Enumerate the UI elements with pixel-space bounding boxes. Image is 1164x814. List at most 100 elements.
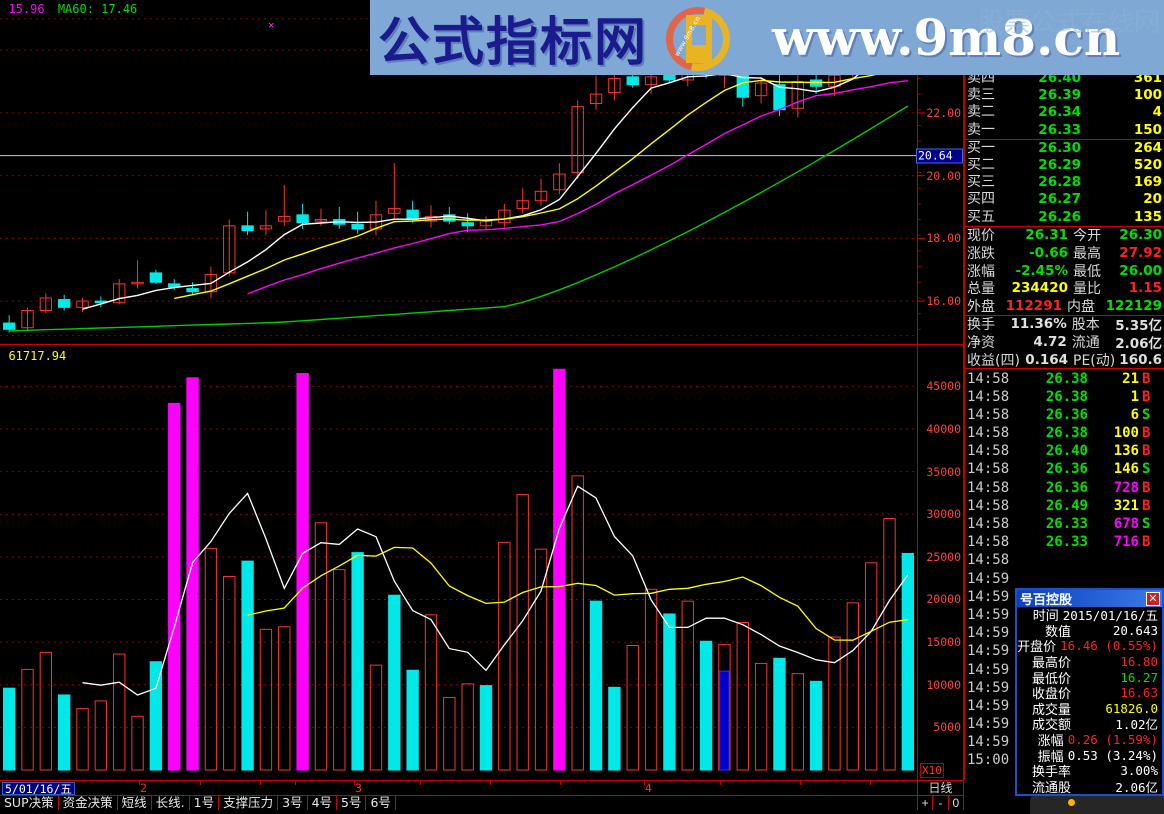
tick-row[interactable]: 14:58 26.38 100 B — [964, 424, 1164, 442]
tick-row[interactable]: 14:59 — [964, 660, 1164, 678]
tick-time: 14:59 — [967, 661, 1010, 678]
tick-row[interactable]: 14:58 26.36 6 S — [964, 406, 1164, 424]
tick-row[interactable]: 14:59 — [964, 642, 1164, 660]
volume-bar — [516, 494, 529, 771]
volume-bar — [76, 708, 89, 771]
tick-row[interactable]: 15:00 — [964, 751, 1164, 769]
tick-row[interactable]: 14:58 26.40 136 B — [964, 442, 1164, 460]
tick-row[interactable]: 14:59 — [964, 624, 1164, 642]
popup-row-value: 0.53 (3.24%) — [1067, 747, 1158, 763]
stat-label-2: 流通 — [1071, 335, 1100, 352]
volume-bar — [168, 402, 181, 771]
candlestick — [553, 163, 566, 195]
ma-line — [174, 67, 908, 300]
stat-value: 26.31 — [1025, 227, 1068, 244]
tick-row[interactable]: 14:59 — [964, 733, 1164, 751]
zoom-button-3[interactable]: 0 — [952, 796, 960, 810]
toolbar-button-4[interactable]: 长线. — [152, 796, 190, 810]
tick-row[interactable]: 14:58 26.33 678 S — [964, 515, 1164, 533]
toolbar-button-10[interactable]: 6号 — [366, 796, 396, 810]
candlestick — [131, 260, 144, 289]
volume-bar — [736, 621, 749, 771]
stat-value-2: 5.35亿 — [1115, 318, 1162, 335]
buy-order-book[interactable]: 买一 26.30 264 买二 26.29 520 买三 26.28 169 买四 26.27 20 买… — [964, 140, 1164, 226]
toolbar-button-7[interactable]: 3号 — [278, 796, 308, 810]
popup-row-label: 最低价 — [1031, 671, 1071, 687]
tick-row[interactable]: 14:59 — [964, 715, 1164, 733]
tick-row[interactable]: 14:59 — [964, 606, 1164, 624]
stat-value: -0.66 — [1029, 245, 1068, 262]
popup-title-bar[interactable]: 号百控股 ✕ — [1017, 590, 1162, 608]
volume-svg — [0, 368, 917, 771]
volume-axis-label: 35000 — [926, 464, 961, 479]
tick-row[interactable]: 14:58 26.33 716 B — [964, 533, 1164, 551]
orderbook-price: 26.33 — [1038, 121, 1081, 138]
orderbook-row[interactable]: 买二 26.29 520 — [964, 157, 1164, 174]
stat-label: 涨幅 — [967, 263, 995, 280]
quote-panel: 卖四 26.40 361 卖三 26.39 100 卖二 26.34 4 卖一 26.33 150 买… — [964, 0, 1164, 780]
tick-side-flag: B — [1142, 425, 1151, 442]
tick-row[interactable]: 14:58 — [964, 551, 1164, 569]
bottom-toolbar[interactable]: SUP决策 资金决策 短线 长线. 1号 支撑压力 3号 4号 5号 6号 — [0, 795, 917, 810]
popup-row: 最高价 16.80 — [1017, 654, 1162, 671]
tick-row[interactable]: 14:58 26.49 321 B — [964, 497, 1164, 515]
data-tooltip-window[interactable]: 号百控股 ✕ 时间 2015/01/16/五 数值 20.643 开盘价 16.46 (0… — [1015, 588, 1164, 796]
tick-row[interactable]: 14:59 — [964, 570, 1164, 588]
toolbar-button-9[interactable]: 5号 — [337, 796, 367, 810]
volume-bar — [204, 547, 218, 771]
candlestick — [39, 293, 53, 314]
kline-period-tag[interactable]: 日线 — [917, 780, 964, 795]
stat-value-2: 2.06亿 — [1115, 336, 1162, 353]
toolbar-button-8[interactable]: 4号 — [308, 796, 338, 810]
candlestick — [791, 73, 804, 118]
stat-row: 现价 26.31 今开 26.30 — [964, 227, 1164, 244]
toolbar-button-1[interactable]: SUP决策 — [0, 796, 59, 810]
orderbook-row[interactable]: 买一 26.30 264 — [964, 140, 1164, 157]
orderbook-level-label: 买三 — [967, 174, 995, 191]
orderbook-row[interactable]: 买三 26.28 169 — [964, 174, 1164, 191]
toolbar-button-2[interactable]: 资金决策 — [59, 796, 118, 810]
tick-row[interactable]: 14:58 26.36 146 S — [964, 460, 1164, 478]
zoom-controls[interactable]: + -0 — [917, 795, 964, 810]
watermark-brand: 公式指标网 — [378, 13, 649, 73]
toolbar-button-5[interactable]: 1号 — [190, 796, 220, 810]
orderbook-level-label: 买一 — [967, 139, 995, 156]
tick-time: 14:59 — [967, 588, 1010, 605]
stat-row: 总量 234420 量比 1.15 — [964, 279, 1164, 297]
date-axis[interactable]: 5/01/16/五 2 3 4 — [0, 780, 917, 796]
zoom-button-1[interactable]: + — [918, 796, 934, 810]
tick-row[interactable]: 14:59 — [964, 588, 1164, 606]
volume-chart-panel[interactable]: : 61717.94 — [0, 345, 917, 780]
ma-line — [9, 105, 909, 332]
tick-quantity: 728 — [1113, 479, 1139, 496]
volume-bar — [589, 600, 603, 771]
tick-row[interactable]: 14:59 — [964, 697, 1164, 715]
tick-row[interactable]: 14:58 26.38 1 B — [964, 388, 1164, 406]
orderbook-row[interactable]: 卖二 26.34 4 — [964, 104, 1164, 121]
orderbook-row[interactable]: 买五 26.26 135 — [964, 209, 1164, 226]
candlestick — [259, 210, 273, 236]
tick-row[interactable]: 14:58 26.36 728 B — [964, 479, 1164, 497]
orderbook-row[interactable]: 卖一 26.33 150 — [964, 122, 1164, 139]
volume-bar — [846, 602, 859, 771]
zoom-button-2[interactable]: - — [933, 796, 949, 810]
tick-price: 26.36 — [1045, 406, 1088, 423]
toolbar-button-3[interactable]: 短线 — [118, 796, 152, 810]
quote-statistics: 现价 26.31 今开 26.30 涨跌 -0.66 最高 27.92 涨幅 -2.45% 最低 26… — [964, 227, 1164, 314]
tick-row[interactable]: 14:59 — [964, 679, 1164, 697]
tick-list[interactable]: 14:58 26.38 21 B 14:58 26.38 1 B 14:58 26.36 6 S 14:… — [964, 369, 1164, 769]
quote-fundamentals: 换手 11.36% 股本 5.35亿 净资 4.72 流通 2.06亿 收益(四) 0.164 PE… — [964, 316, 1164, 368]
volume-bar — [424, 614, 438, 771]
tick-row[interactable]: 14:58 26.38 21 B — [964, 369, 1164, 387]
ma-legend: MA30 : 15.96 MA60: 17.46 — [0, 2, 143, 16]
popup-row-label: 数值 — [1044, 624, 1071, 640]
close-icon[interactable]: ✕ — [1146, 591, 1160, 606]
watermark-url: www.9m8.cn — [772, 8, 1121, 67]
popup-row-value: 16.27 — [1120, 669, 1158, 685]
toolbar-button-6[interactable]: 支撑压力 — [219, 796, 279, 810]
orderbook-row[interactable]: 买四 26.27 20 — [964, 191, 1164, 208]
tick-time: 14:59 — [967, 697, 1010, 714]
tick-time: 14:59 — [967, 606, 1010, 623]
orderbook-row[interactable]: 卖三 26.39 100 — [964, 87, 1164, 104]
candlestick — [2, 315, 16, 333]
